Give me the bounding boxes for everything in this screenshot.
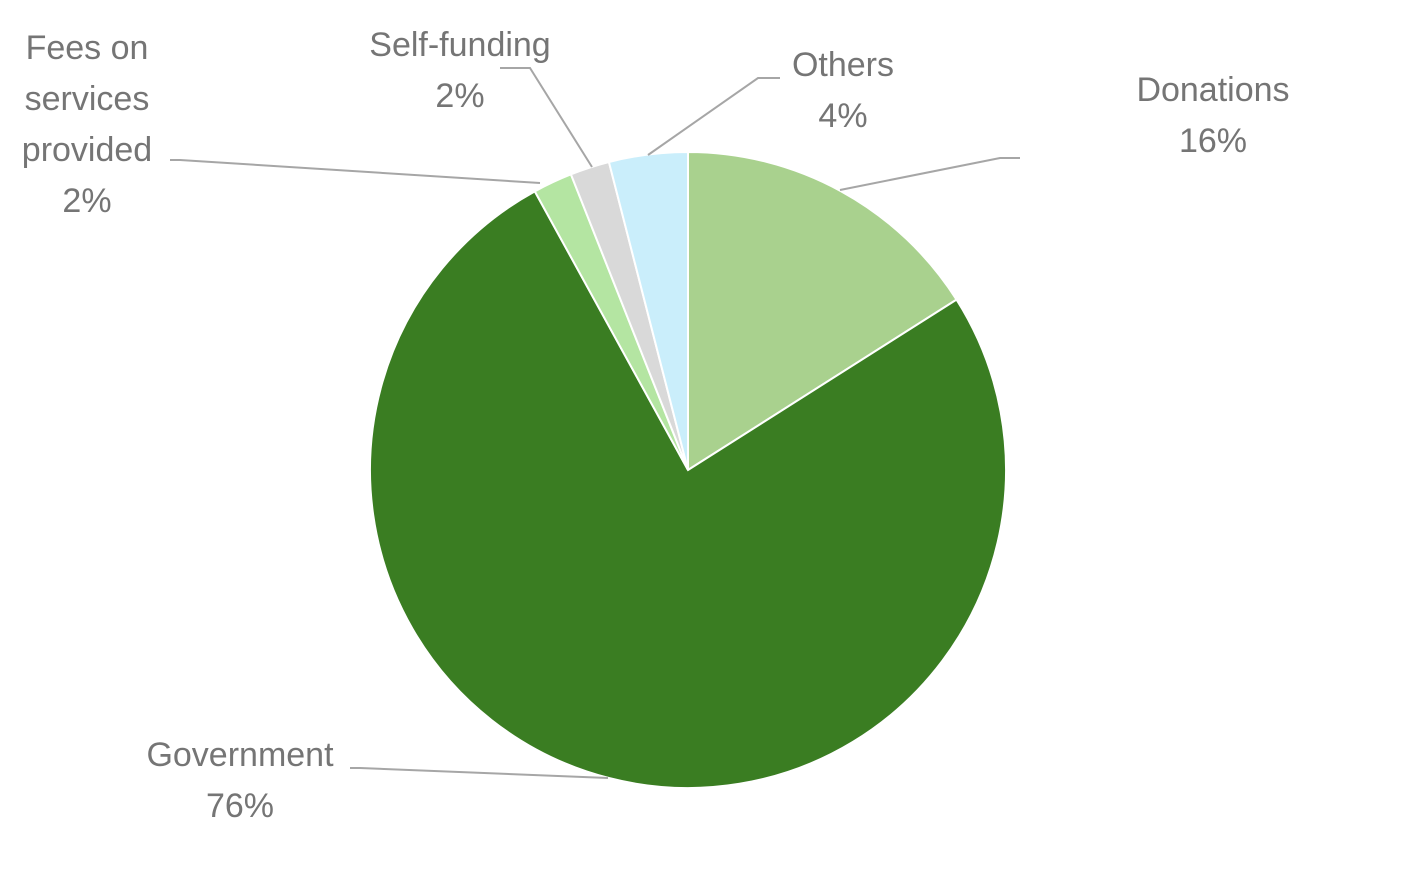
data-label: Government 76% (110, 730, 370, 832)
data-label: Fees on services provided 2% (0, 23, 175, 227)
value-label: 2% (62, 182, 112, 220)
value-label: 4% (818, 97, 868, 135)
data-label: Others 4% (743, 40, 943, 142)
category-label: Donations (1136, 71, 1290, 109)
leader-line (839, 157, 1020, 191)
value-label: 2% (435, 77, 485, 115)
leader-line (170, 159, 541, 184)
data-label: Donations 16% (1083, 65, 1343, 167)
pie-slice (687, 150, 958, 472)
leader-line (350, 767, 609, 779)
value-label: 16% (1178, 122, 1248, 160)
category-label: Self-funding (369, 26, 551, 64)
leader-line (647, 77, 780, 156)
category-label: Fees on services provided (21, 29, 153, 169)
pie-slice (369, 189, 1007, 789)
value-label: 76% (205, 787, 275, 825)
category-label: Government (146, 736, 334, 774)
data-label: Self-funding 2% (330, 20, 590, 122)
category-label: Others (791, 46, 895, 84)
leader-line (500, 67, 593, 168)
